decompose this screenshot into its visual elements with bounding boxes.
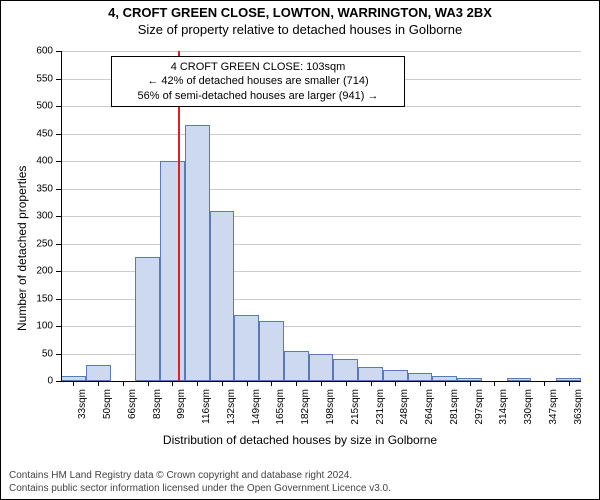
x-axis-label: Distribution of detached houses by size … bbox=[1, 433, 599, 447]
histogram-bar bbox=[210, 211, 235, 382]
x-tick-label: 231sqm bbox=[375, 389, 386, 433]
annotation-box: 4 CROFT GREEN CLOSE: 103sqm ← 42% of det… bbox=[111, 56, 405, 107]
gridline bbox=[61, 51, 581, 52]
histogram-bar bbox=[259, 321, 284, 382]
y-tick-label: 200 bbox=[27, 266, 53, 277]
chart-title-block: 4, CROFT GREEN CLOSE, LOWTON, WARRINGTON… bbox=[1, 5, 599, 37]
y-tick-label: 350 bbox=[27, 183, 53, 194]
x-tick-label: 330sqm bbox=[523, 389, 534, 433]
gridline bbox=[61, 189, 581, 190]
histogram-bar bbox=[135, 257, 160, 381]
gridline bbox=[61, 216, 581, 217]
gridline bbox=[61, 161, 581, 162]
x-tick-label: 281sqm bbox=[449, 389, 460, 433]
x-tick-label: 248sqm bbox=[399, 389, 410, 433]
chart-title-line1: 4, CROFT GREEN CLOSE, LOWTON, WARRINGTON… bbox=[1, 5, 599, 20]
x-tick-label: 165sqm bbox=[275, 389, 286, 433]
x-tick-label: 149sqm bbox=[251, 389, 262, 433]
y-axis bbox=[61, 51, 62, 381]
annotation-line1: 4 CROFT GREEN CLOSE: 103sqm bbox=[118, 60, 398, 74]
x-tick-label: 215sqm bbox=[350, 389, 361, 433]
histogram-bar bbox=[160, 161, 185, 381]
chart-title-line2: Size of property relative to detached ho… bbox=[1, 22, 599, 37]
x-tick-label: 182sqm bbox=[300, 389, 311, 433]
x-tick-label: 264sqm bbox=[424, 389, 435, 433]
x-tick-label: 297sqm bbox=[474, 389, 485, 433]
histogram-bar bbox=[408, 373, 433, 381]
y-tick-label: 0 bbox=[27, 376, 53, 387]
y-tick-label: 450 bbox=[27, 128, 53, 139]
y-tick-label: 400 bbox=[27, 156, 53, 167]
y-tick-label: 150 bbox=[27, 293, 53, 304]
x-tick-label: 33sqm bbox=[77, 389, 88, 433]
gridline bbox=[61, 244, 581, 245]
x-tick-label: 116sqm bbox=[201, 389, 212, 433]
x-tick-label: 198sqm bbox=[325, 389, 336, 433]
y-tick-label: 550 bbox=[27, 73, 53, 84]
histogram-bar bbox=[333, 359, 358, 381]
x-tick-label: 363sqm bbox=[573, 389, 584, 433]
x-tick-label: 99sqm bbox=[176, 389, 187, 433]
y-tick-label: 50 bbox=[27, 348, 53, 359]
y-tick-label: 600 bbox=[27, 46, 53, 57]
footer-attribution: Contains HM Land Registry data © Crown c… bbox=[9, 470, 591, 495]
footer-line1: Contains HM Land Registry data © Crown c… bbox=[9, 470, 591, 483]
histogram-bar bbox=[309, 354, 334, 382]
chart-container: { "title_line1": "4, CROFT GREEN CLOSE, … bbox=[0, 0, 600, 500]
y-tick-label: 100 bbox=[27, 321, 53, 332]
histogram-bar bbox=[383, 370, 408, 381]
histogram-bar bbox=[234, 315, 259, 381]
y-tick-label: 250 bbox=[27, 238, 53, 249]
footer-line2: Contains public sector information licen… bbox=[9, 483, 591, 496]
y-tick-label: 300 bbox=[27, 211, 53, 222]
histogram-bar bbox=[185, 125, 210, 381]
histogram-bar bbox=[284, 351, 309, 381]
x-tick-label: 347sqm bbox=[548, 389, 559, 433]
histogram-bar bbox=[358, 367, 383, 381]
x-tick-label: 50sqm bbox=[102, 389, 113, 433]
x-tick-label: 314sqm bbox=[498, 389, 509, 433]
x-tick-label: 83sqm bbox=[152, 389, 163, 433]
gridline bbox=[61, 134, 581, 135]
x-tick-label: 132sqm bbox=[226, 389, 237, 433]
x-axis bbox=[61, 381, 581, 382]
histogram-bar bbox=[86, 365, 111, 382]
x-tick-label: 66sqm bbox=[127, 389, 138, 433]
annotation-line2: ← 42% of detached houses are smaller (71… bbox=[118, 74, 398, 88]
annotation-line3: 56% of semi-detached houses are larger (… bbox=[118, 89, 398, 103]
y-tick-label: 500 bbox=[27, 101, 53, 112]
